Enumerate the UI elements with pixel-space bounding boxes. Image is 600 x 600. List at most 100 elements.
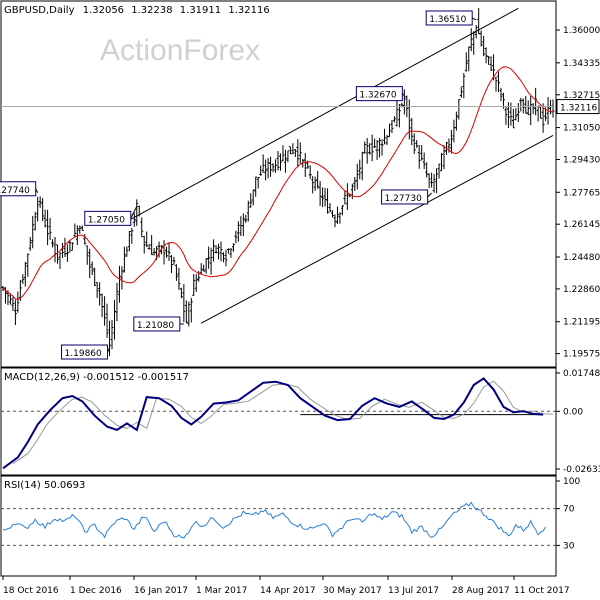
ohlc-bar [11,296,15,311]
annotation-value: 1.27050 [88,215,125,225]
ohlc-bar [363,141,367,154]
ohlc-bar [501,92,505,109]
ohlc-bar [105,303,109,338]
rsi-label: RSI(14) 50.0693 [4,480,85,491]
ohlc-bar [75,225,79,246]
annotation-label: 1.19860 [61,344,110,360]
ohlc-bar [323,187,327,207]
price-axis: 1.36000 1.34335 1.32715 1.31050 1.29430 1.277… [556,26,600,360]
high-value: 1.32238 [131,5,172,16]
ohlc-bar [110,319,114,350]
ohlc-bar [73,223,77,238]
ohlc-bar [43,209,47,228]
ohlc-bar [199,263,203,274]
ohlc-bar [350,183,354,200]
annotation-label: 1.27050 [84,206,138,226]
ohlc-bar [209,247,213,275]
ohlc-bar [345,183,349,210]
ohlc-bar [182,284,186,323]
ohlc-bar [58,252,62,270]
ohlc-bar [529,95,533,126]
ohlc-bar [46,209,50,246]
ohlc-bar [420,145,424,161]
current-price-tag: 1.32116 [556,99,600,115]
price-tick-label: 1.34335 [563,59,600,69]
ohlc-bar [174,264,178,281]
ohlc-bar [184,300,188,324]
ohlc-bar [308,165,312,179]
ohlc-bar [68,240,72,253]
ohlc-bar [152,248,156,256]
ohlc-bar [95,282,99,298]
ohlc-bar [539,105,543,119]
price-bars [1,7,555,357]
ohlc-bar [274,159,278,173]
open-value: 1.32056 [83,5,124,16]
channel-upper-line [121,7,519,225]
ohlc-bar [390,120,394,134]
rsi-tick-label: 100 [563,477,580,487]
ohlc-bar [169,255,173,274]
ohlc-bar [410,117,414,146]
ohlc-bar [26,253,30,277]
ohlc-bar [127,230,131,252]
annotation-value: 1.32670 [359,91,396,101]
ohlc-bar [335,206,339,224]
price-tick-label: 1.24480 [563,253,600,263]
ohlc-bar [125,246,129,257]
ohlc-bar [365,137,369,164]
ohlc-bar [130,228,134,244]
ohlc-bar [479,30,483,47]
ohlc-bar [56,244,60,264]
ohlc-bar [194,274,198,292]
ohlc-bar [437,163,441,179]
ohlc-bar [430,172,434,188]
ohlc-bar [147,243,151,250]
ohlc-bar [534,87,538,116]
ohlc-bar [536,105,540,122]
ohlc-bar [511,108,515,129]
ohlc-bar [100,293,104,318]
date-tick-label: 1 Mar 2017 [196,586,247,596]
ohlc-bar [370,134,374,162]
ohlc-bar [278,153,282,171]
ohlc-bar [88,248,92,279]
ohlc-bar [214,245,218,254]
ohlc-bar [259,165,263,176]
ohlc-bar [229,247,233,258]
ohlc-bar [41,198,45,222]
ohlc-bar [296,139,300,167]
ohlc-bar [8,293,12,305]
ohlc-bar [51,239,55,248]
ohlc-bar [241,213,245,237]
ohlc-bar [338,212,342,224]
ohlc-bar [427,173,431,189]
ohlc-bar [313,176,317,191]
current-price-value: 1.32116 [560,104,597,114]
ohlc-bar [402,89,406,115]
annotation-label: 1.36510 [425,10,477,26]
ohlc-bar [120,266,124,290]
ohlc-bar [122,246,126,273]
ohlc-bar [192,274,196,296]
ohlc-bar [90,261,94,276]
ohlc-bar [417,145,421,169]
ohlc-bar [358,159,362,180]
ohlc-bar [484,47,488,64]
ohlc-bar [440,152,444,172]
annotation-value: 1.19860 [65,349,102,359]
ohlc-bar [521,98,525,114]
ohlc-bar [551,99,555,118]
ohlc-bar [98,282,102,306]
ohlc-bar [266,158,270,179]
ohlc-bar [172,256,176,265]
price-tick-label: 1.21195 [563,318,600,328]
date-tick-label: 16 Jan 2017 [134,586,188,596]
ohlc-bar [38,196,42,208]
ohlc-bar [212,239,216,262]
channel-lower-line [200,134,554,324]
ohlc-bar [489,56,493,72]
ohlc-bar [231,243,235,252]
price-tick-label: 1.19575 [563,350,600,360]
